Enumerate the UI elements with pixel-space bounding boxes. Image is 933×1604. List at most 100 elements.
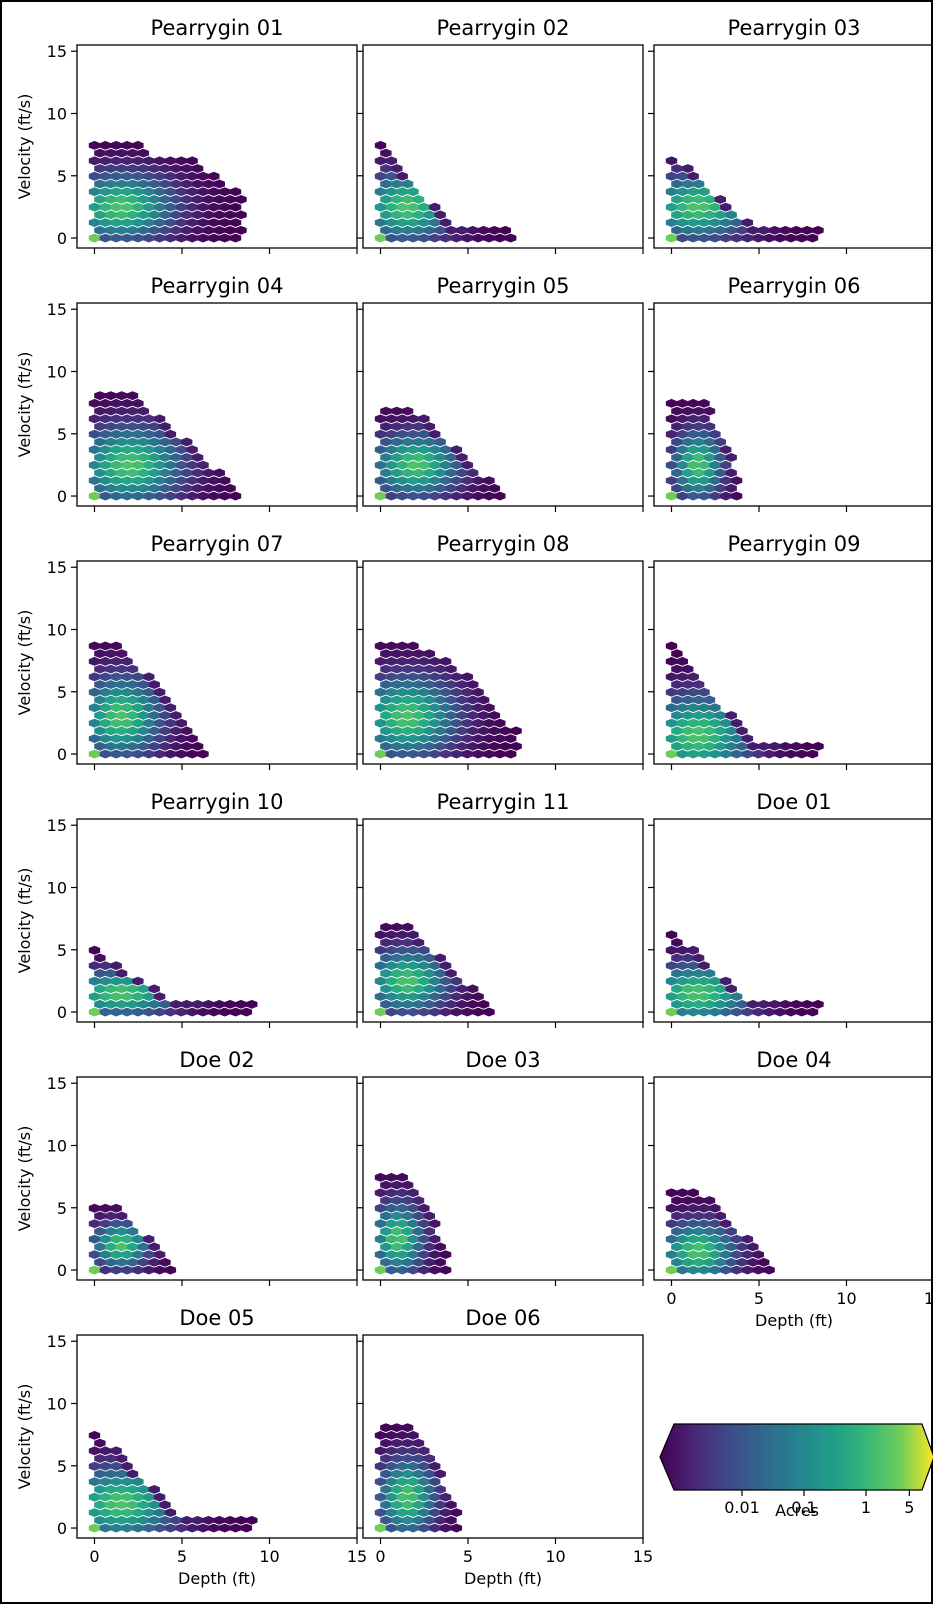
hexbin: [730, 992, 743, 1001]
hexbin: [429, 687, 441, 697]
axes-frame: [76, 818, 358, 1023]
hexbin: [115, 406, 128, 416]
hexbin: [671, 483, 683, 493]
hexbin: [412, 483, 425, 493]
panel-title: Doe 03: [465, 1048, 540, 1072]
hexbin: [137, 741, 149, 751]
hexbin: [396, 233, 408, 243]
hexbin: [380, 1423, 392, 1433]
hexbin: [380, 1227, 392, 1236]
hexbin: [110, 414, 122, 424]
hexbin: [401, 483, 414, 493]
hexbin: [153, 202, 166, 212]
hexbin: [153, 187, 166, 197]
hexbin: [385, 1477, 397, 1487]
y-tick-label: 0: [57, 229, 67, 248]
hexbin: [456, 468, 468, 478]
hexbin: [385, 734, 397, 743]
hexbins-doe-06: [374, 1423, 463, 1533]
hexbin: [676, 734, 688, 743]
hexbin: [418, 656, 430, 666]
hexbin: [88, 1461, 101, 1471]
hexbin: [391, 437, 403, 447]
hexbin: [99, 992, 111, 1001]
hexbin: [88, 1265, 101, 1275]
hexbin: [412, 453, 425, 462]
hexbin: [730, 734, 743, 743]
hexbin: [676, 672, 688, 682]
hexbin: [380, 1196, 392, 1205]
hexbin: [175, 476, 187, 485]
hexbin: [429, 491, 441, 501]
hexbin: [374, 1461, 387, 1471]
hexbin: [445, 453, 457, 462]
hexbin: [208, 476, 220, 485]
hexbin: [461, 460, 473, 470]
hexbin: [407, 656, 419, 666]
hexbin: [676, 945, 688, 955]
hexbin: [126, 664, 139, 674]
hexbin: [407, 930, 419, 940]
y-tick-label: 5: [57, 1457, 67, 1476]
hexbin: [682, 984, 694, 994]
hexbin: [380, 726, 392, 736]
hexbin: [137, 437, 149, 447]
hexbin: [407, 476, 419, 485]
hexbin: [412, 1469, 425, 1479]
hexbin: [401, 437, 414, 447]
hexbin: [450, 992, 463, 1001]
hexbin: [148, 453, 160, 462]
hexbin: [380, 1485, 392, 1494]
hexbin: [407, 945, 419, 955]
hexbin: [412, 726, 425, 736]
hexbin: [665, 202, 678, 212]
hexbin: [456, 999, 468, 1009]
hexbin: [94, 210, 106, 220]
axes-frame: [653, 302, 933, 507]
hexbin: [687, 749, 699, 759]
hexbin: [132, 1477, 144, 1487]
hexbin: [137, 680, 149, 689]
hexbin: [483, 1007, 495, 1017]
hexbin: [396, 1234, 408, 1244]
hexbin: [796, 749, 808, 759]
hexbin: [687, 961, 699, 971]
hexbin: [153, 734, 166, 743]
y-tick-label: 0: [57, 1003, 67, 1022]
hexbin: [682, 953, 694, 963]
hexbin: [88, 1430, 101, 1440]
hexbin: [758, 225, 770, 235]
hexbin: [676, 460, 688, 470]
hexbin: [676, 687, 688, 697]
hexbin: [665, 476, 678, 485]
hexbin: [115, 649, 128, 659]
hexbin: [396, 1203, 408, 1213]
hexbin: [143, 992, 155, 1001]
hexbin: [181, 164, 193, 173]
hexbin: [88, 218, 101, 227]
hexbin: [229, 1523, 242, 1533]
y-tick-label: 5: [57, 683, 67, 702]
hexbin: [121, 398, 133, 408]
hexbin: [94, 1469, 106, 1479]
hexbin: [374, 1219, 387, 1229]
hexbin: [105, 999, 117, 1009]
hexbin: [191, 453, 204, 462]
hexbin: [401, 726, 414, 736]
hexbin: [429, 1492, 441, 1502]
hexbin: [477, 726, 490, 736]
hexbin: [137, 483, 149, 493]
hexbin: [126, 195, 139, 204]
hexbin: [391, 680, 403, 689]
hexbin: [170, 468, 182, 478]
hexbin: [105, 1257, 117, 1267]
y-tick-label: 0: [57, 1261, 67, 1280]
panel-title: Doe 06: [465, 1306, 540, 1330]
x-tick-label: 15: [633, 1547, 653, 1566]
hexbin: [175, 734, 187, 743]
hexbin: [132, 491, 144, 501]
hexbin: [175, 445, 187, 455]
